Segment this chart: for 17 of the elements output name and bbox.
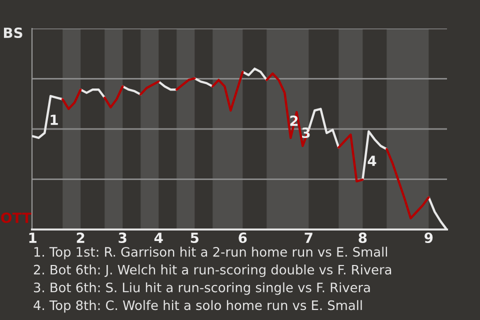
x-tick-label: 5 <box>190 232 198 244</box>
text: 3. Bot 6th: S. Liu hit a run-scoring single vs F. Rivera <box>34 282 370 295</box>
x-tick-label: 1 <box>29 232 36 243</box>
x-tick-label: 7 <box>304 232 312 243</box>
x-tick-label: 8 <box>358 232 367 244</box>
x-tick-label: 3 <box>118 232 126 244</box>
x-tick-label: 9 <box>424 232 433 244</box>
text: 1. Top 1st: R. Garrison hit a 2-run home run vs E. Small <box>34 246 388 260</box>
x-tick-label: 2 <box>76 232 84 243</box>
annotation: 4 <box>368 156 376 166</box>
text: OTT <box>1 212 32 224</box>
annotation: 1 <box>50 114 58 125</box>
x-tick-label: 4 <box>154 232 163 243</box>
x-tick-label: 6 <box>238 232 247 244</box>
text: BS <box>4 28 22 38</box>
text: 2. Bot 6th: J. Welch hit a run-scoring double vs F. Rivera <box>34 264 392 278</box>
text: 4. Top 8th: C. Wolfe hit a solo home run vs E. Small <box>34 300 362 313</box>
